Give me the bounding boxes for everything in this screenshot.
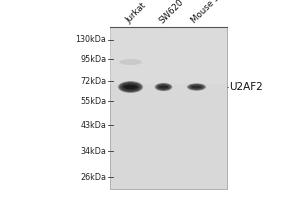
- Text: 26kDa: 26kDa: [80, 172, 106, 182]
- Ellipse shape: [157, 84, 170, 90]
- Ellipse shape: [119, 82, 142, 92]
- Ellipse shape: [157, 84, 170, 90]
- Ellipse shape: [156, 84, 171, 90]
- Ellipse shape: [155, 83, 172, 91]
- Text: 95kDa: 95kDa: [80, 54, 106, 64]
- Ellipse shape: [156, 83, 171, 91]
- Text: 130kDa: 130kDa: [76, 36, 106, 45]
- Ellipse shape: [159, 86, 169, 88]
- Ellipse shape: [191, 86, 202, 88]
- Ellipse shape: [155, 83, 172, 91]
- Ellipse shape: [119, 82, 142, 92]
- Ellipse shape: [124, 85, 137, 89]
- Ellipse shape: [187, 83, 206, 91]
- Ellipse shape: [122, 83, 139, 91]
- Ellipse shape: [119, 82, 142, 92]
- Ellipse shape: [155, 83, 172, 91]
- Ellipse shape: [118, 81, 142, 93]
- Text: 34kDa: 34kDa: [81, 146, 106, 156]
- Ellipse shape: [189, 84, 204, 90]
- Text: Mouse spleen: Mouse spleen: [190, 0, 238, 25]
- Ellipse shape: [121, 83, 140, 91]
- Ellipse shape: [188, 84, 205, 90]
- Ellipse shape: [188, 84, 205, 90]
- FancyBboxPatch shape: [110, 27, 226, 84]
- Ellipse shape: [189, 84, 204, 90]
- Ellipse shape: [189, 84, 204, 90]
- Ellipse shape: [120, 82, 141, 92]
- Ellipse shape: [121, 83, 140, 91]
- Ellipse shape: [156, 84, 171, 90]
- Text: 43kDa: 43kDa: [81, 120, 106, 130]
- Ellipse shape: [188, 84, 205, 90]
- Text: 72kDa: 72kDa: [80, 76, 106, 86]
- Ellipse shape: [188, 84, 206, 90]
- Text: SW620: SW620: [157, 0, 185, 25]
- Ellipse shape: [187, 83, 206, 91]
- Text: U2AF2: U2AF2: [230, 82, 263, 92]
- Ellipse shape: [120, 82, 141, 92]
- Ellipse shape: [155, 83, 172, 91]
- Ellipse shape: [157, 84, 170, 90]
- Text: Jurkat: Jurkat: [124, 1, 148, 25]
- Ellipse shape: [118, 81, 143, 93]
- FancyBboxPatch shape: [110, 27, 226, 189]
- Ellipse shape: [187, 83, 206, 91]
- Ellipse shape: [188, 84, 205, 90]
- Ellipse shape: [122, 83, 140, 91]
- Text: 55kDa: 55kDa: [80, 97, 106, 106]
- Ellipse shape: [119, 59, 142, 65]
- Ellipse shape: [118, 81, 143, 93]
- Ellipse shape: [156, 84, 171, 90]
- Ellipse shape: [154, 83, 172, 91]
- Ellipse shape: [121, 83, 140, 91]
- Ellipse shape: [120, 82, 141, 92]
